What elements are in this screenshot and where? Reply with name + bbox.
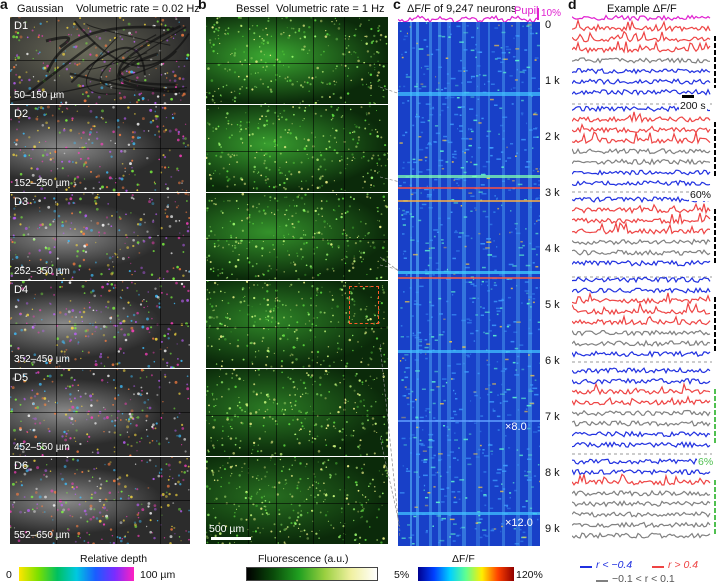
neuron-index-tick: 4 k	[545, 243, 560, 255]
neuron-index-tick: 2 k	[545, 131, 560, 143]
panel-a-letter: a	[0, 0, 8, 12]
panel-d-title: Example ΔF/F	[607, 3, 677, 15]
neuron-raster-heatmap	[398, 22, 540, 546]
depth-tile-d1: D1 50–150 µm	[10, 17, 190, 104]
zoom-roi-box[interactable]	[349, 286, 379, 324]
depth-colorbar-title: Relative depth	[80, 553, 148, 565]
depth-range-label: 252–350 µm	[14, 266, 70, 277]
legend-neg-swatch	[580, 566, 592, 568]
neuron-index-tick: 1 k	[545, 75, 560, 87]
depth-tile-d2: D2 152–250 µm	[10, 105, 190, 192]
depth-range-label: 452–550 µm	[14, 442, 70, 453]
neuron-index-tick: 0	[545, 19, 552, 31]
neuron-index-tick: 7 k	[545, 411, 560, 423]
depth-tile-d3: D3 252–350 µm	[10, 193, 190, 280]
neuron-index-tick: 6 k	[545, 355, 560, 367]
depth-tile-id: D6	[14, 460, 29, 472]
pupil-scale-label: 10%	[541, 8, 562, 19]
panel-b-letter: b	[198, 0, 207, 12]
depth-tile-id: D4	[14, 284, 29, 296]
panel-d-letter: d	[568, 0, 577, 12]
panel-a-method: Gaussian	[17, 3, 64, 15]
neuron-index-tick: 9 k	[545, 523, 560, 535]
depth-tile-d5: D5 452–550 µm	[10, 369, 190, 456]
fluorescence-colorbar	[246, 567, 378, 581]
legend-neg-label: r < −0.4	[596, 559, 633, 571]
time-scale-bar	[682, 95, 694, 98]
scale-bar	[211, 537, 251, 540]
depth-tile-id: D1	[14, 20, 29, 32]
depth-range-label: 50–150 µm	[14, 90, 65, 101]
depth-colorbar-max: 100 µm	[140, 569, 176, 581]
bessel-tile	[206, 281, 388, 368]
panel-a-rate: Volumetric rate = 0.02 Hz	[76, 3, 200, 15]
panel-c-title: ΔF/F of 9,247 neurons	[407, 3, 517, 15]
neuron-index-tick: 3 k	[545, 187, 560, 199]
zoom-label-2: ×12.0	[505, 517, 533, 529]
neuron-index-tick: 5 k	[545, 299, 560, 311]
fluorescence-colorbar-title: Fluorescence (a.u.)	[258, 553, 349, 565]
connector-lines	[380, 86, 400, 538]
dff-colorbar-max: 120%	[516, 569, 543, 581]
dff-scale-label-60: 60%	[689, 189, 713, 201]
dff-colorbar-min: 5%	[394, 569, 410, 581]
legend-neutral-label: −0.1 < r < 0.1	[612, 573, 675, 585]
depth-tile-id: D3	[14, 196, 29, 208]
pupil-trace	[398, 14, 539, 24]
legend-neutral-swatch	[596, 580, 608, 582]
pupil-scale-bar	[537, 8, 539, 20]
depth-range-label: 552–650 µm	[14, 530, 70, 541]
legend-pos-label: r > 0.4	[668, 559, 699, 571]
depth-tile-id: D2	[14, 108, 29, 120]
time-scale-label: 200 s	[679, 100, 707, 112]
legend-pos-swatch	[652, 566, 664, 568]
depth-range-label: 352–450 µm	[14, 354, 70, 365]
dff-scale-label-6: 6%	[697, 456, 715, 468]
bessel-tile	[206, 369, 388, 456]
zoom-label-1: ×8.0	[505, 421, 527, 433]
bessel-tile	[206, 457, 388, 544]
depth-tile-id: D5	[14, 372, 29, 384]
dff-colorbar-title: ΔF/F	[452, 553, 475, 565]
panel-b-method: Bessel	[236, 3, 270, 15]
panel-c-letter: c	[393, 0, 401, 12]
pupil-label: Pupil	[514, 5, 539, 17]
bessel-tile	[206, 105, 388, 192]
scale-bar-label: 500 µm	[209, 523, 245, 535]
bessel-tile	[206, 193, 388, 280]
dff-colorbar	[418, 567, 514, 581]
depth-tile-d6: D6 552–650 µm	[10, 457, 190, 544]
depth-colorbar	[19, 567, 134, 581]
bessel-tile	[206, 17, 388, 104]
example-traces	[572, 14, 716, 539]
panel-b-rate: Volumetric rate = 1 Hz	[276, 3, 385, 15]
depth-range-label: 152–250 µm	[14, 178, 70, 189]
depth-tile-d4: D4 352–450 µm	[10, 281, 190, 368]
depth-colorbar-min: 0	[6, 569, 12, 581]
neuron-index-tick: 8 k	[545, 467, 560, 479]
